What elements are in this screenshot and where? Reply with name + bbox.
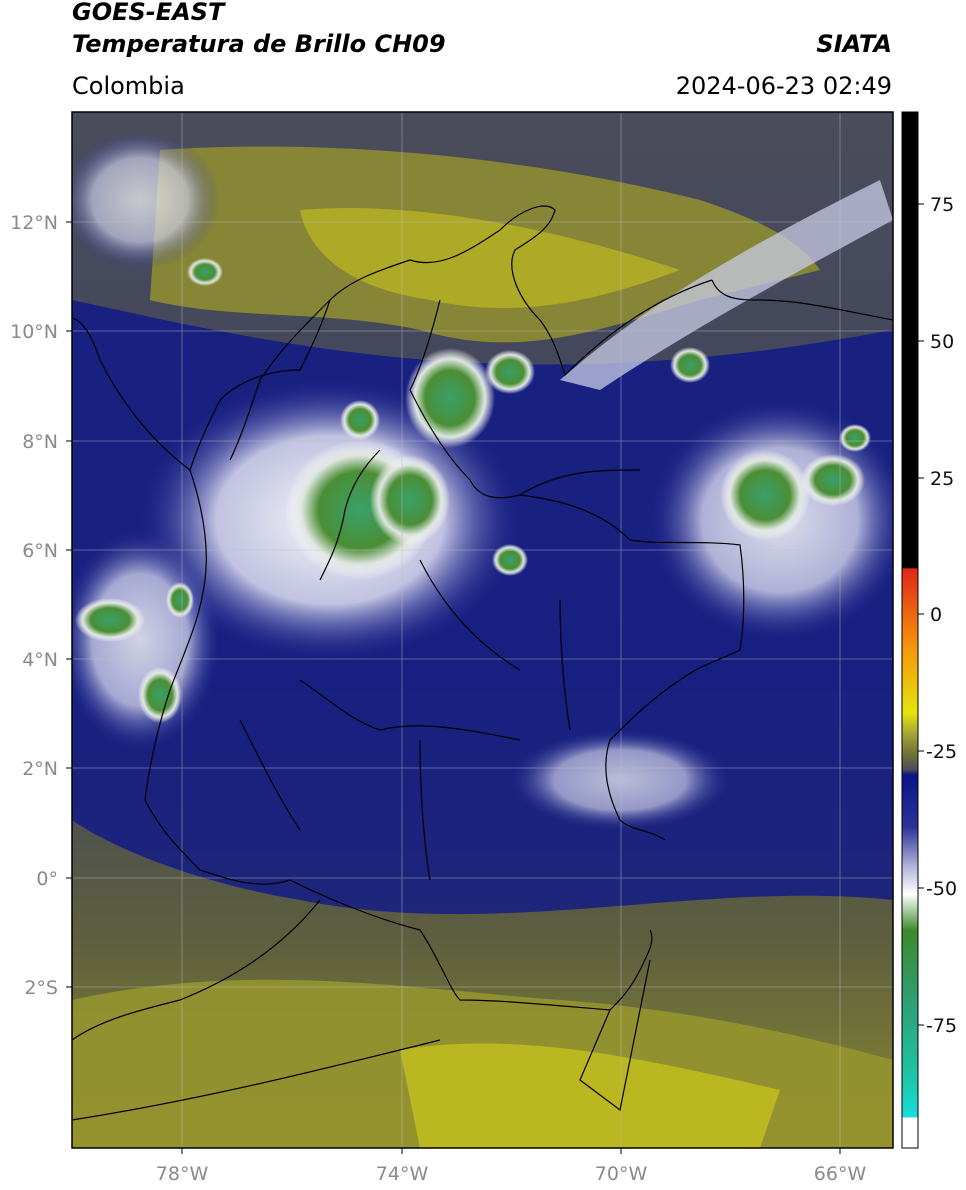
colorbar-label: -75 — [926, 1015, 957, 1037]
colorbar-ticks — [918, 203, 924, 1026]
country-borders — [72, 205, 893, 1121]
colorbar-label: 50 — [930, 331, 954, 353]
satellite-title: GOES-EAST — [72, 0, 225, 26]
lat-ticks — [66, 221, 72, 988]
lon-label: 78°W — [156, 1163, 209, 1185]
lat-label: 12°N — [10, 212, 58, 234]
lat-label: 8°N — [22, 431, 58, 453]
lat-label: 4°N — [22, 649, 58, 671]
datetime-label: 2024-06-23 02:49 — [675, 72, 892, 100]
colorbar-label: -50 — [926, 878, 957, 900]
colorbar — [901, 111, 919, 1149]
lat-label: 0° — [36, 868, 58, 890]
region-label: Colombia — [72, 72, 185, 100]
colorbar-label: 25 — [930, 468, 954, 490]
lon-label: 66°W — [814, 1163, 867, 1185]
agency-label: SIATA — [816, 30, 892, 58]
colorbar-label: 0 — [930, 604, 942, 626]
colorbar-label: -25 — [926, 741, 957, 763]
lon-ticks — [181, 1148, 841, 1154]
lat-label: 2°S — [24, 977, 58, 999]
lat-label: 2°N — [22, 758, 58, 780]
lon-label: 70°W — [595, 1163, 648, 1185]
product-title: Temperatura de Brillo CH09 — [72, 30, 446, 58]
colorbar-label: 75 — [930, 194, 954, 216]
map-frame — [71, 111, 894, 1149]
lat-label: 10°N — [10, 321, 58, 343]
lat-label: 6°N — [22, 540, 58, 562]
imagery-layer — [72, 112, 893, 1148]
lon-label: 74°W — [376, 1163, 429, 1185]
